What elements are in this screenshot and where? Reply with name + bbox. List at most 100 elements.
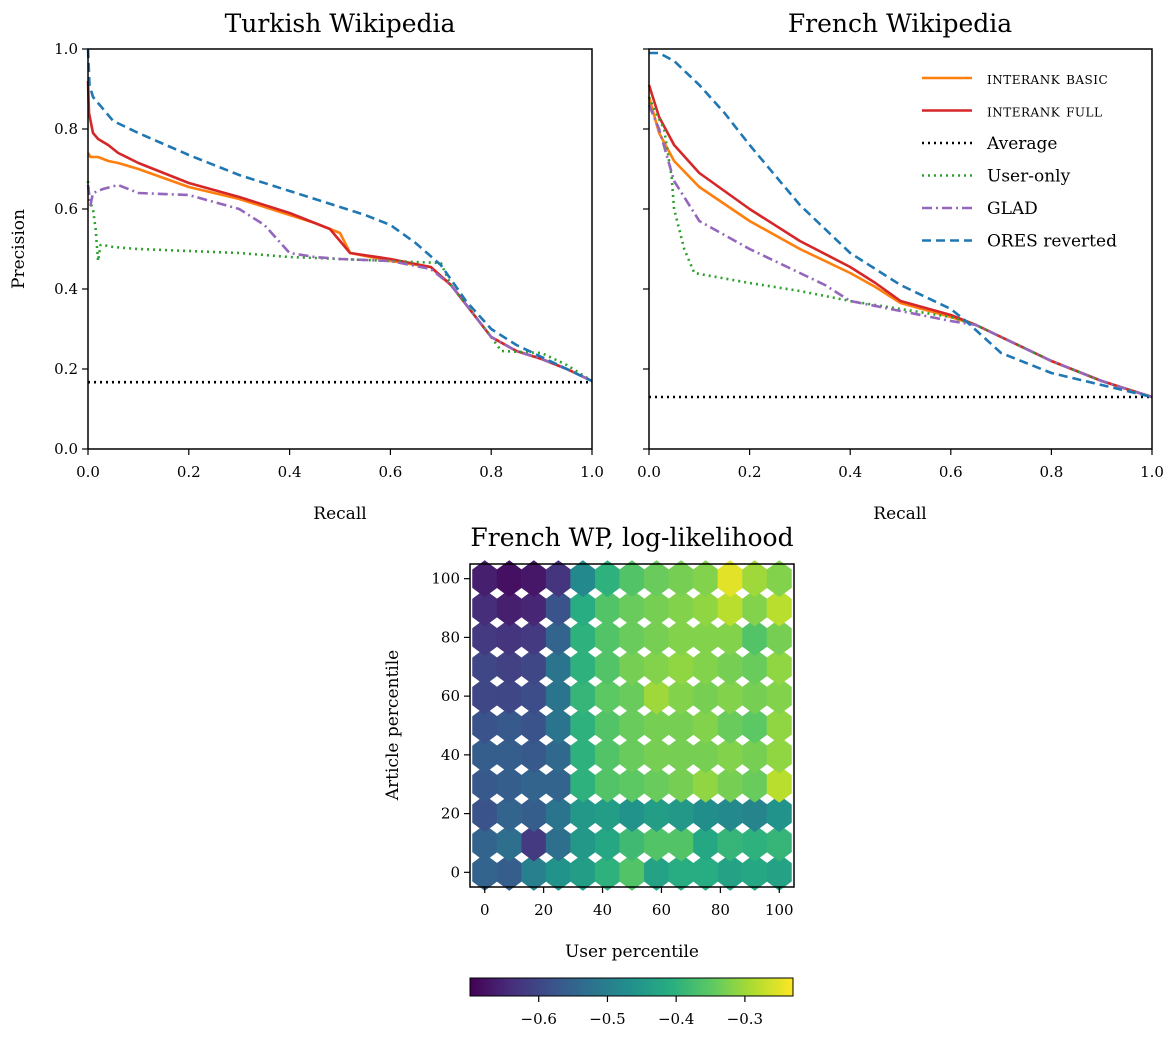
x-axis-label: User percentile (565, 942, 699, 962)
y-tick-label: 0.4 (54, 280, 78, 298)
hex-cell (766, 824, 792, 862)
hex-cell (644, 560, 670, 598)
x-axis-label: Recall (313, 504, 366, 524)
x-tick-label: 0.2 (738, 463, 762, 481)
chart-title: French WP, log-likelihood (470, 523, 793, 552)
legend-label: User-only (987, 167, 1071, 187)
legend-label: Average (986, 134, 1057, 154)
x-axis-label: Recall (873, 504, 926, 524)
x-tick-label: 0.8 (479, 463, 503, 481)
colorbar-gradient (469, 977, 794, 997)
legend-item-user-only: User-only (922, 167, 1071, 187)
plot-area (86, 48, 593, 384)
colorbar-tick-label: −0.4 (658, 1010, 694, 1028)
plot-frame (87, 48, 593, 450)
y-tick-label: 100 (431, 570, 460, 588)
hex-cell (766, 706, 792, 745)
series-line-interank-full (86, 80, 593, 383)
chart-turkish-wikipedia: Turkish Wikipedia Recall Precision 0.0 0.… (9, 9, 604, 524)
x-tick-label: 0.4 (278, 463, 302, 481)
colorbar-tick-label: −0.3 (727, 1010, 763, 1028)
y-tick-label: 0 (450, 863, 460, 881)
hex-cell (766, 795, 792, 833)
hex-cell (766, 765, 792, 803)
legend-label: interank full (987, 102, 1102, 122)
y-tick-label: 0.0 (54, 440, 78, 458)
hex-cell (766, 677, 792, 715)
hex-cell (570, 560, 596, 598)
y-tick-labels: 0 20 40 60 80 100 (431, 570, 470, 881)
legend-item-glad: GLAD (922, 199, 1038, 219)
x-tick-label: 0.8 (1039, 463, 1063, 481)
y-axis-label: Precision (9, 209, 29, 289)
legend-item-average: Average (922, 134, 1057, 154)
series-line-glad (647, 104, 1153, 399)
x-tick-label: 0.0 (637, 463, 661, 481)
x-tick-label: 40 (593, 901, 612, 919)
hex-cell (496, 560, 522, 598)
colorbar: −0.6 −0.5 −0.4 −0.3 (469, 977, 794, 1028)
y-tick-label: 1.0 (54, 40, 78, 58)
y-tick-label: 0.6 (54, 200, 78, 218)
legend-label: ORES reverted (987, 232, 1117, 252)
hex-cell (619, 560, 645, 598)
series-line-user-only (647, 96, 1153, 399)
series-line-ores-reverted (86, 48, 593, 383)
hex-cell (766, 618, 792, 656)
x-tick-label: 1.0 (580, 463, 604, 481)
colorbar-tick-label: −0.6 (521, 1010, 557, 1028)
x-tick-label: 0.6 (378, 463, 402, 481)
hex-cell (742, 560, 768, 598)
y-tick-label: 0.8 (54, 120, 78, 138)
chart-title: French Wikipedia (788, 9, 1012, 38)
y-tick-label: 60 (441, 687, 460, 705)
x-tick-label: 0.4 (838, 463, 862, 481)
hex-cell (766, 736, 792, 774)
x-tick-labels: 0 20 40 60 80 100 (480, 887, 794, 919)
x-tick-label: 0 (480, 901, 490, 919)
y-tick-label: 80 (441, 628, 460, 646)
legend-label: interank basic (987, 69, 1108, 89)
legend-item-interank-full: interank full (922, 102, 1102, 122)
plot-area (647, 51, 1153, 399)
x-tick-label: 0.0 (76, 463, 100, 481)
chart-french-wikipedia: French Wikipedia Recall 0.0 0.2 0.4 0.6 0.8 1… (637, 9, 1164, 524)
hex-cell (693, 560, 719, 598)
x-tick-label: 100 (765, 901, 794, 919)
chart-french-wp-log-likelihood: French WP, log-likelihood User percentil… (383, 523, 795, 1028)
series-line-ores-reverted (649, 51, 1153, 399)
x-tick-label: 80 (711, 901, 730, 919)
x-tick-label: 20 (534, 901, 553, 919)
hex-cell (668, 560, 694, 598)
x-tick-label: 0.2 (177, 463, 201, 481)
hex-cell (766, 648, 792, 686)
y-tick-label: 0.2 (54, 360, 78, 378)
colorbar-tick-label: −0.5 (589, 1010, 625, 1028)
y-tick-label: 20 (441, 805, 460, 823)
x-tick-label: 60 (652, 901, 671, 919)
colorbar-ticks: −0.6 −0.5 −0.4 −0.3 (521, 996, 763, 1028)
plot-frame (469, 563, 795, 888)
chart-title: Turkish Wikipedia (225, 9, 456, 38)
hex-cell (594, 560, 620, 598)
y-tick-label: 40 (441, 746, 460, 764)
x-tick-label: 1.0 (1140, 463, 1164, 481)
plot-frame (648, 48, 1153, 450)
hexbin-cells (472, 560, 792, 891)
y-ticks (643, 48, 649, 450)
hex-cell (545, 560, 571, 598)
x-tick-label: 0.6 (939, 463, 963, 481)
hex-cell (766, 589, 792, 627)
hex-cell (717, 560, 743, 598)
hex-cell (472, 560, 498, 598)
hex-cell (521, 560, 547, 598)
hex-cell (766, 560, 792, 598)
x-tick-labels: 0.0 0.2 0.4 0.6 0.8 1.0 (76, 449, 604, 481)
series-line-glad (86, 183, 593, 383)
legend-label: GLAD (987, 199, 1038, 219)
legend: interank basic interank full Average User-o… (922, 69, 1117, 252)
y-axis-label: Article percentile (383, 650, 403, 801)
y-tick-labels: 0.0 0.2 0.4 0.6 0.8 1.0 (54, 40, 88, 458)
x-tick-labels: 0.0 0.2 0.4 0.6 0.8 1.0 (637, 449, 1164, 481)
